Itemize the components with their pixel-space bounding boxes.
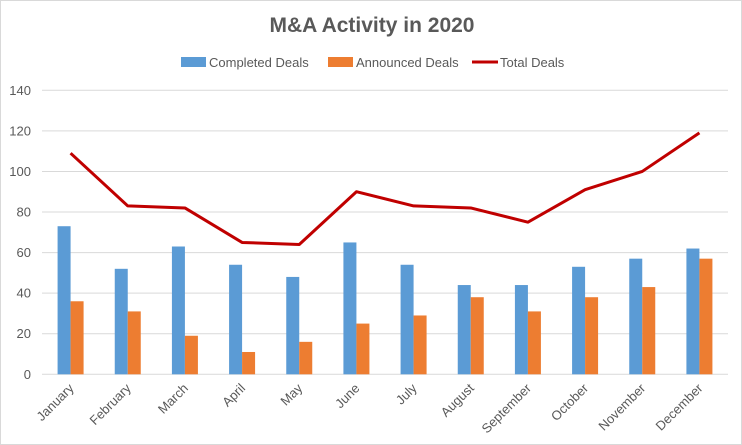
- legend-label: Total Deals: [500, 55, 565, 70]
- legend-label: Announced Deals: [356, 55, 459, 70]
- bar-completed-deals: [229, 264, 243, 375]
- y-tick-label: 140: [9, 83, 31, 98]
- y-tick-label: 20: [17, 326, 31, 341]
- x-tick-label: May: [277, 380, 305, 408]
- bar-completed-deals: [343, 242, 357, 375]
- y-tick-label: 100: [9, 164, 31, 179]
- bar-completed-deals: [114, 268, 128, 375]
- bar-completed-deals: [286, 276, 300, 375]
- x-tick-label: September: [478, 380, 534, 436]
- x-tick-label: April: [219, 380, 248, 409]
- bar-announced-deals: [127, 311, 141, 375]
- y-tick-label: 40: [17, 286, 31, 301]
- x-tick-label: July: [393, 380, 420, 407]
- gridlines: 0 20 40 60 80 100 120 140: [9, 83, 728, 382]
- x-tick-label: August: [438, 380, 477, 419]
- bar-announced-deals: [413, 315, 427, 375]
- bar-completed-deals: [171, 246, 185, 375]
- bar-completed-deals: [686, 248, 700, 375]
- x-tick-label: November: [595, 380, 648, 433]
- y-tick-label: 80: [17, 205, 31, 220]
- bar-completed-deals: [514, 285, 528, 375]
- x-tick-label: January: [33, 380, 77, 424]
- x-tick-label: December: [653, 380, 706, 433]
- x-tick-label: February: [86, 380, 134, 428]
- legend: Completed Deals Announced Deals Total Deal…: [181, 55, 565, 70]
- bar-completed-deals: [400, 264, 414, 375]
- bar-announced-deals: [585, 297, 599, 375]
- bar-announced-deals: [184, 335, 198, 375]
- bar-announced-deals: [527, 311, 541, 375]
- x-axis-labels: January February March April May June July Augu…: [33, 380, 706, 436]
- line-total-deals: [69, 131, 701, 246]
- bar-announced-deals: [699, 258, 713, 375]
- x-tick-label: October: [548, 380, 592, 424]
- legend-label: Completed Deals: [209, 55, 309, 70]
- legend-swatch: [328, 57, 353, 67]
- bar-completed-deals: [57, 226, 71, 375]
- bar-announced-deals: [299, 341, 313, 375]
- bar-announced-deals: [470, 297, 484, 375]
- y-tick-label: 120: [9, 123, 31, 138]
- x-tick-label: March: [155, 381, 191, 417]
- y-tick-label: 60: [17, 245, 31, 260]
- y-tick-label: 0: [24, 367, 31, 382]
- lines: [69, 131, 701, 246]
- chart-title: M&A Activity in 2020: [269, 14, 474, 37]
- bars: [57, 226, 713, 375]
- bar-completed-deals: [629, 258, 643, 375]
- bar-completed-deals: [572, 266, 586, 375]
- bar-announced-deals: [242, 351, 256, 375]
- legend-swatch: [181, 57, 206, 67]
- bar-announced-deals: [356, 323, 370, 375]
- bar-announced-deals: [70, 301, 84, 375]
- bar-announced-deals: [642, 287, 656, 375]
- x-tick-label: June: [332, 381, 363, 412]
- bar-completed-deals: [457, 285, 471, 375]
